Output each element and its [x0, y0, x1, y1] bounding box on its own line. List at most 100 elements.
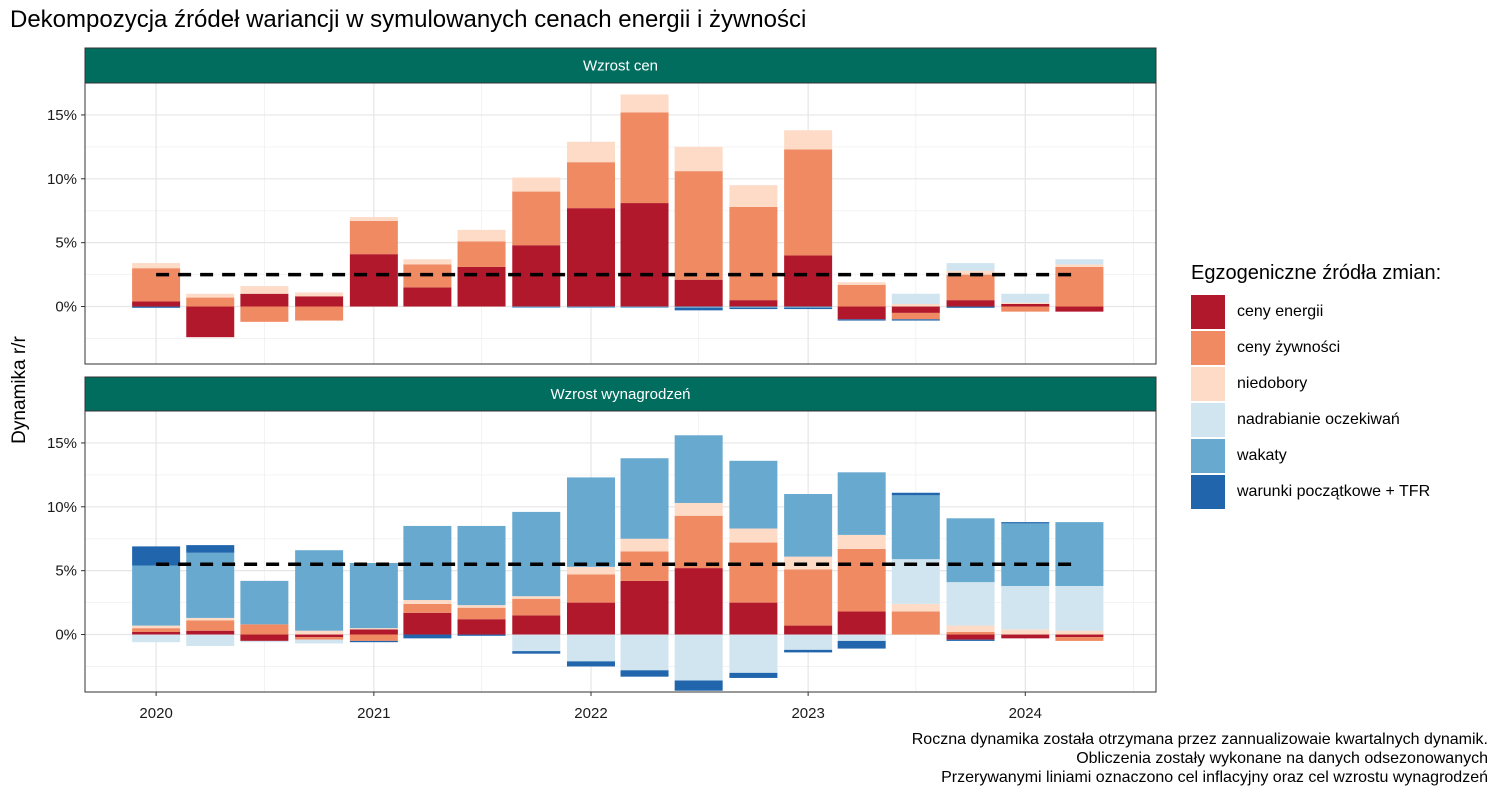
bar-warunki_poczatkowe_tfr-2020-01-01 [132, 306, 181, 308]
bar-niedobory-2021-10-01 [512, 177, 561, 192]
bar-wakaty-2021-01-01 [349, 562, 398, 629]
bar-wakaty-2022-01-01 [566, 306, 615, 308]
bar-niedobory-2023-10-01 [946, 270, 995, 275]
bar-nadrabianie_oczekiwan-2023-10-01 [946, 582, 995, 626]
bar-ceny_zywnosci-2024-04-01 [1055, 637, 1104, 641]
bar-niedobory-2023-04-01 [837, 534, 886, 549]
bar-warunki_poczatkowe_tfr-2021-04-01 [403, 634, 452, 639]
bar-niedobory-2024-01-01 [1001, 629, 1050, 635]
bar-niedobory-2021-07-01 [457, 229, 506, 242]
bar-ceny_zywnosci-2022-04-01 [620, 551, 669, 581]
bar-nadrabianie_oczekiwan-2022-01-01 [566, 634, 615, 662]
bar-warunki_poczatkowe_tfr-2023-07-01 [891, 492, 940, 496]
bar-ceny_zywnosci-2021-07-01 [457, 607, 506, 620]
caption: Roczna dynamika została otrzymana przez … [912, 730, 1488, 787]
bar-warunki_poczatkowe_tfr-2023-01-01 [784, 307, 833, 310]
bar-ceny_energii-2023-07-01 [891, 306, 940, 313]
bar-niedobory-2023-07-01 [891, 603, 940, 612]
bar-niedobory-2022-10-01 [729, 185, 778, 207]
legend-key-warunki_poczatkowe_tfr [1191, 475, 1225, 509]
bar-niedobory-2021-01-01 [349, 628, 398, 630]
bar-ceny_zywnosci-2020-10-01 [295, 637, 344, 640]
bar-niedobory-2021-04-01 [403, 259, 452, 265]
bar-ceny_energii-2022-01-01 [566, 602, 615, 635]
panel-title-2: Wzrost wynagrodzeń [550, 386, 690, 403]
bar-ceny_zywnosci-2021-04-01 [403, 603, 452, 613]
bar-ceny_zywnosci-2022-07-01 [674, 515, 723, 569]
legend-item-warunki_poczatkowe_tfr: warunki początkowe + TFR [1191, 474, 1441, 510]
bar-ceny_energii-2020-04-01 [186, 630, 235, 635]
y-tick-label: 0% [55, 299, 77, 316]
panel-header-1 [84, 47, 1157, 84]
bar-niedobory-2022-04-01 [620, 538, 669, 552]
bar-ceny_energii-2020-04-01 [186, 306, 235, 338]
legend-label-niedobory: niedobory [1237, 375, 1308, 392]
bar-wakaty-2022-04-01 [620, 306, 669, 308]
bar-ceny_zywnosci-2020-04-01 [186, 297, 235, 307]
bar-niedobory-2021-10-01 [512, 596, 561, 599]
bar-nadrabianie_oczekiwan-2020-07-01 [240, 640, 289, 643]
bar-warunki_poczatkowe_tfr-2023-07-01 [891, 319, 940, 321]
bar-wakaty-2023-01-01 [784, 306, 833, 308]
legend-key-nadrabianie_oczekiwan [1191, 403, 1225, 437]
legend-key-wakaty [1191, 439, 1225, 473]
bar-nadrabianie_oczekiwan-2024-01-01 [1001, 293, 1050, 303]
legend-key-ceny_zywnosci [1191, 331, 1225, 365]
bar-nadrabianie_oczekiwan-2024-04-01 [1055, 585, 1104, 631]
bar-ceny_energii-2024-01-01 [1001, 303, 1050, 307]
bar-ceny_energii-2020-01-01 [132, 631, 181, 635]
bar-ceny_energii-2021-07-01 [457, 619, 506, 635]
bar-niedobory-2020-10-01 [295, 292, 344, 297]
bar-warunki_poczatkowe_tfr-2021-01-01 [349, 640, 398, 643]
bar-ceny_energii-2023-04-01 [837, 306, 886, 320]
bar-ceny_energii-2024-01-01 [1001, 634, 1050, 639]
bar-niedobory-2020-07-01 [240, 286, 289, 294]
bar-niedobory-2020-04-01 [186, 617, 235, 621]
caption-line-1: Roczna dynamika została otrzymana przez … [911, 731, 1488, 748]
bar-wakaty-2022-07-01 [674, 306, 723, 308]
bar-nadrabianie_oczekiwan-2023-10-01 [946, 263, 995, 271]
bar-warunki_poczatkowe_tfr-2022-07-01 [674, 307, 723, 311]
bar-niedobory-2024-04-01 [1055, 264, 1104, 267]
legend-label-warunki_poczatkowe_tfr: warunki początkowe + TFR [1237, 483, 1431, 500]
bar-ceny_energii-2023-10-01 [946, 300, 995, 307]
bar-ceny_zywnosci-2020-07-01 [240, 624, 289, 635]
legend-key-ceny_energii [1191, 295, 1225, 329]
bar-ceny_zywnosci-2022-01-01 [566, 574, 615, 603]
bar-wakaty-2024-04-01 [1055, 522, 1104, 586]
bar-wakaty-2022-04-01 [620, 458, 669, 539]
bar-wakaty-2023-04-01 [837, 472, 886, 535]
y-tick-label: 5% [55, 563, 77, 580]
bar-warunki_poczatkowe_tfr-2022-10-01 [729, 672, 778, 678]
bar-ceny_energii-2020-07-01 [240, 634, 289, 641]
bar-niedobory-2022-04-01 [620, 94, 669, 113]
bar-ceny_zywnosci-2021-07-01 [457, 241, 506, 267]
bar-niedobory-2023-04-01 [837, 282, 886, 285]
bar-warunki_poczatkowe_tfr-2023-01-01 [784, 649, 833, 653]
x-tick-label: 2021 [357, 705, 390, 722]
bar-niedobory-2022-01-01 [566, 141, 615, 163]
legend-title: Egzogeniczne źródła zmian: [1191, 262, 1442, 284]
bar-wakaty-2022-01-01 [566, 477, 615, 567]
bar-warunki_poczatkowe_tfr-2024-01-01 [1001, 522, 1050, 524]
bar-niedobory-2024-01-01 [1001, 302, 1050, 304]
bar-ceny_energii-2021-01-01 [349, 254, 398, 307]
bar-warunki_poczatkowe_tfr-2020-04-01 [186, 545, 235, 553]
bar-wakaty-2020-10-01 [295, 550, 344, 631]
bar-nadrabianie_oczekiwan-2020-04-01 [186, 634, 235, 647]
bar-ceny_energii-2022-07-01 [674, 568, 723, 635]
bar-wakaty-2022-10-01 [729, 306, 778, 308]
bar-niedobory-2021-04-01 [403, 600, 452, 604]
bar-niedobory-2021-01-01 [349, 217, 398, 221]
bar-ceny_zywnosci-2021-01-01 [349, 634, 398, 641]
bar-ceny_energii-2023-01-01 [784, 625, 833, 635]
y-tick-label: 15% [47, 435, 77, 452]
bar-ceny_zywnosci-2022-10-01 [729, 542, 778, 603]
bar-ceny_energii-2024-04-01 [1055, 634, 1104, 638]
legend-key-niedobory [1191, 367, 1225, 401]
bar-nadrabianie_oczekiwan-2020-10-01 [295, 639, 344, 644]
bar-niedobory-2020-01-01 [132, 263, 181, 269]
bar-warunki_poczatkowe_tfr-2023-10-01 [946, 639, 995, 641]
y-tick-label: 10% [47, 171, 77, 188]
bar-ceny_zywnosci-2023-01-01 [784, 149, 833, 256]
